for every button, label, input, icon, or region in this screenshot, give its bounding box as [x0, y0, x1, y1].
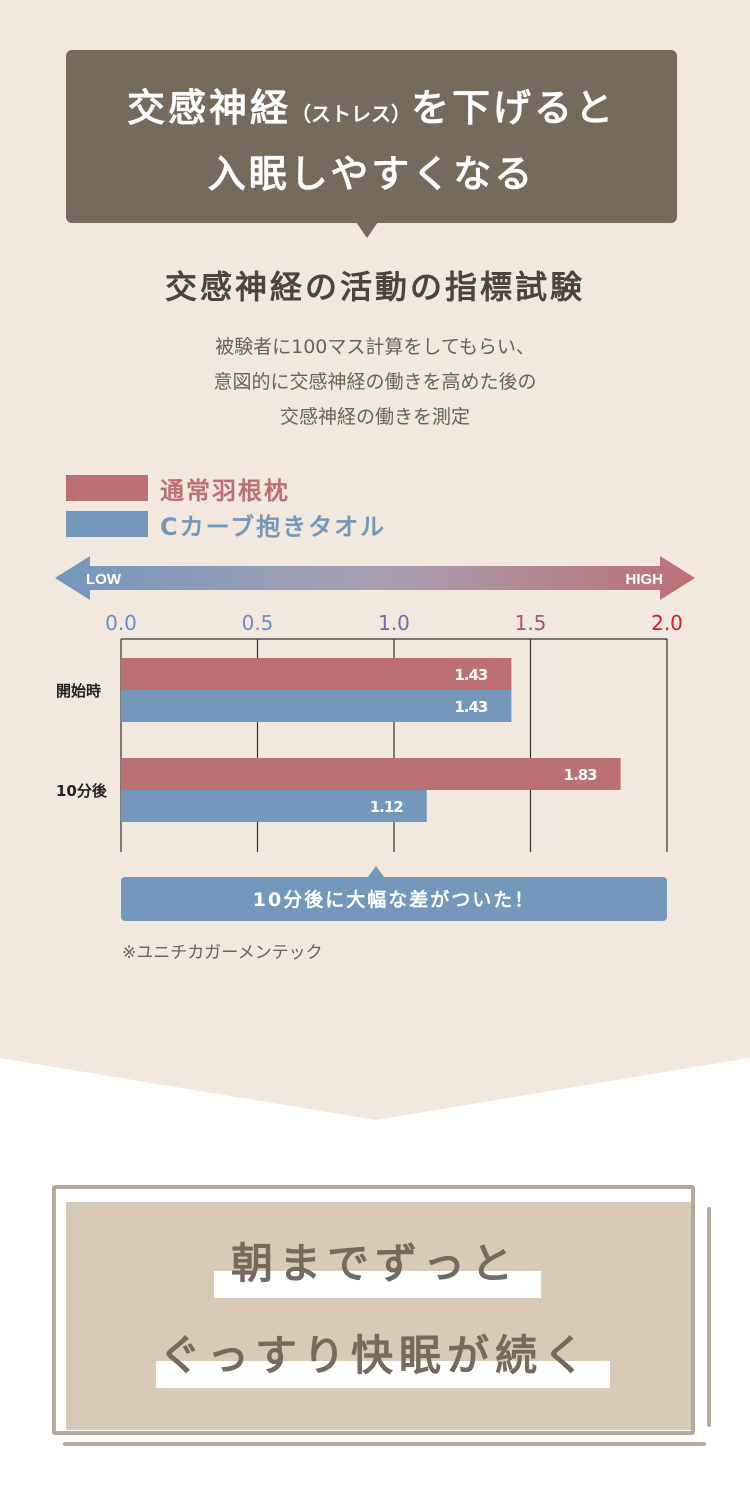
description-line: 交感神経の働きを測定: [279, 406, 470, 428]
low-high-arrow: [55, 556, 695, 600]
conclusion-frame: [52, 1185, 695, 1435]
chart-heading: 交感神経の活動の指標試験: [164, 268, 585, 306]
headline-banner: 交感神経（ストレス）を下げると 入眠しやすくなる: [66, 50, 677, 223]
frame-shadow: [707, 1207, 711, 1427]
description: 被験者に100マス計算をしてもらい、 意図的に交感神経の働きを高めた後の 交感神…: [0, 330, 750, 435]
category-label: 開始時: [56, 682, 101, 700]
banner-text: を下げると: [411, 86, 617, 130]
legend-item-red: 通常羽根枕: [66, 473, 466, 505]
legend-label: 通常羽根枕: [160, 476, 290, 505]
bar: [121, 758, 621, 790]
frame-shadow: [63, 1442, 706, 1446]
bar-value-label: 1.43: [454, 698, 488, 716]
high-label: HIGH: [626, 571, 664, 588]
x-tick-label: 1.0: [378, 611, 410, 635]
conclusion-panel: [66, 1202, 691, 1430]
category-label: 10分後: [56, 782, 108, 800]
legend-item-blue: Cカーブ抱きタオル: [66, 509, 466, 541]
banner-text: 交感神経: [126, 86, 291, 130]
callout-pointer: [368, 866, 384, 877]
bar-value-label: 1.43: [454, 666, 488, 684]
banner-tail: [356, 222, 378, 238]
legend-label: Cカーブ抱きタオル: [160, 512, 387, 541]
banner-line2: 入眠しやすくなる: [207, 152, 536, 196]
bar-value-label: 1.12: [370, 798, 404, 816]
bar-chart: LOW HIGH 0.0 0.5 1.0 1.5 2.0 開始時 1.43 1.43 10分後 1…: [55, 556, 695, 921]
callout-text: 10分後に大幅な差がついた！: [253, 888, 535, 911]
x-tick-label: 0.0: [105, 611, 137, 635]
legend-swatch: [66, 475, 148, 501]
description-line: 被験者に100マス計算をしてもらい、: [215, 336, 535, 358]
low-label: LOW: [86, 571, 122, 588]
conclusion-line2: ぐっすり快眠が続く: [158, 1331, 591, 1380]
x-tick-label: 0.5: [242, 611, 274, 635]
source-note: ※ユニチカガーメンテック: [122, 943, 323, 963]
banner-small-text: （ストレス）: [291, 102, 411, 126]
highlight: [214, 1271, 541, 1298]
bar-value-label: 1.83: [564, 766, 598, 784]
bar: [121, 790, 427, 822]
description-line: 意図的に交感神経の働きを高めた後の: [213, 371, 537, 393]
bar: [121, 690, 512, 722]
x-tick-label: 1.5: [515, 611, 547, 635]
x-tick-label: 2.0: [651, 611, 683, 635]
legend-swatch: [66, 511, 148, 537]
highlight: [156, 1361, 610, 1388]
bar: [121, 658, 512, 690]
callout-box: [121, 877, 667, 921]
conclusion-line1: 朝までずっと: [230, 1239, 519, 1288]
